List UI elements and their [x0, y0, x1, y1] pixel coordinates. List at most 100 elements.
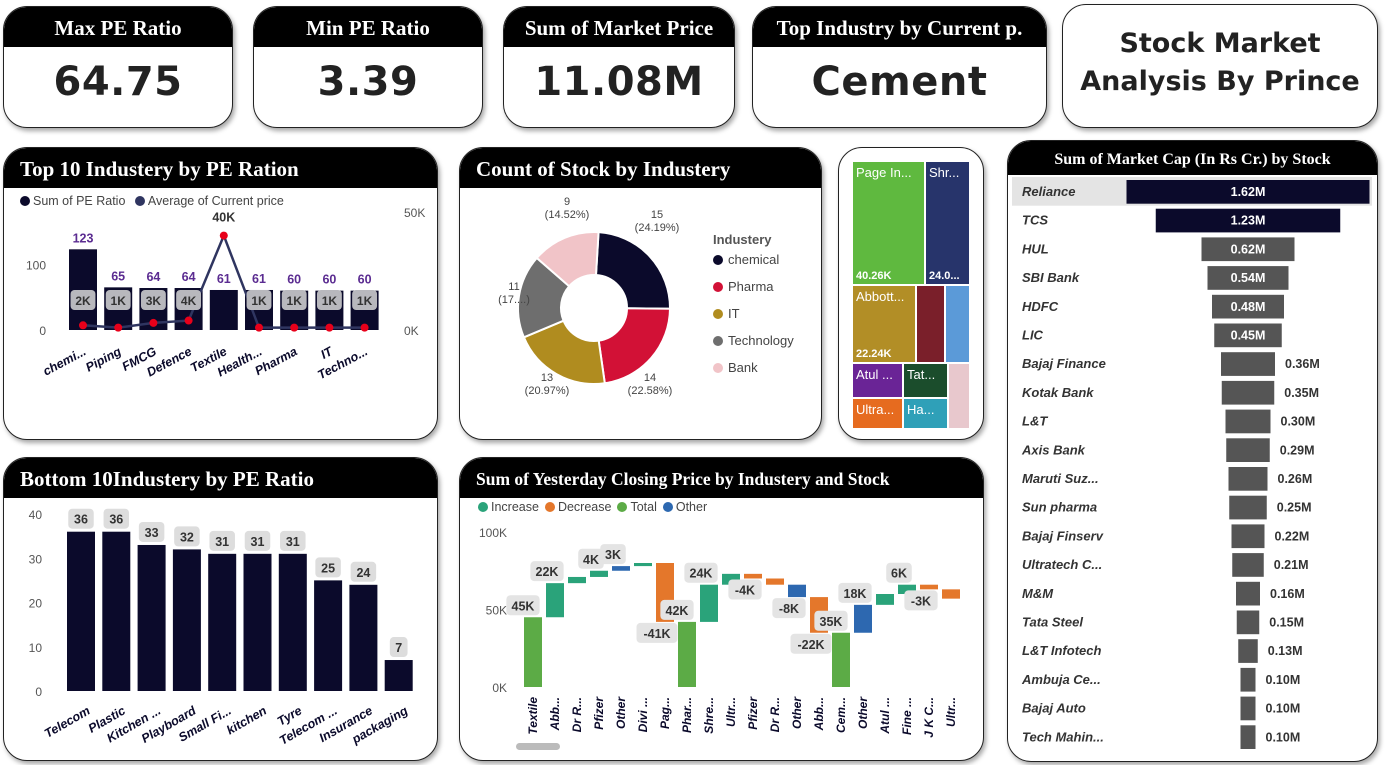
x-tick: Other	[856, 696, 870, 729]
donut-slice	[594, 231, 671, 310]
legend-label: Technology	[728, 333, 794, 348]
legend-dot	[617, 502, 628, 512]
price-label-bg	[105, 290, 131, 310]
treemap-tile[interactable]: Atul ...	[852, 363, 903, 398]
legend-label: Bank	[728, 360, 758, 375]
tile-label: Ultra...	[856, 402, 895, 417]
mcap-bar	[1228, 467, 1268, 491]
bar-label-bg	[790, 633, 832, 654]
mcap-bar	[1229, 495, 1267, 520]
x-tick: Other	[790, 696, 804, 729]
kpi-card-min-pe: Min PE Ratio 3.39	[253, 6, 483, 128]
bar-label: 31	[215, 535, 229, 549]
top10-industry-visual[interactable]: Top 10 Industery by PE Ration Sum of PE …	[3, 147, 438, 440]
tile-label: Shr...	[929, 165, 960, 180]
legend-item[interactable]: Bank	[713, 360, 794, 375]
pe-label: 123	[73, 231, 94, 245]
bar-label: 31	[251, 535, 265, 549]
price-label: 1K	[111, 294, 127, 308]
waterfall-bar	[744, 573, 762, 579]
bar-label-bg	[772, 598, 806, 619]
count-by-industry-visual[interactable]: Count of Stock by Industery 15 (24.19%) 14…	[459, 147, 822, 440]
waterfall-visual[interactable]: Sum of Yesterday Closing Price by Indust…	[459, 457, 984, 761]
treemap-tile[interactable]: Shr... 24.0...	[925, 161, 970, 285]
treemap-tile[interactable]: Ha...	[903, 398, 948, 429]
bar-label-bg	[636, 622, 678, 643]
x-tick: Dr R...	[570, 697, 584, 732]
bar-label: -41K	[643, 627, 670, 641]
x-tick: Abb...	[812, 697, 826, 731]
waterfall-bar	[876, 594, 894, 605]
legend-item: Decrease	[557, 500, 612, 514]
mcap-bar	[1201, 237, 1295, 262]
waterfall-bar	[612, 566, 630, 571]
bar-label: 4K	[583, 553, 599, 567]
y-tick: 100	[26, 258, 46, 272]
horizontal-scrollbar[interactable]	[516, 743, 560, 750]
legend-dot	[713, 282, 723, 292]
treemap-tile[interactable]: Abbott... 22.24K	[852, 285, 916, 363]
value-label: 0.21M	[1274, 558, 1309, 572]
bar-label: -22K	[797, 638, 824, 652]
mcap-bar	[1236, 581, 1260, 606]
donut-legend: Industery chemical Pharma IT Technology Bank	[713, 232, 794, 387]
price-label: 1K	[357, 294, 373, 308]
stock-label: Bajaj Finserv	[1022, 528, 1104, 543]
x-tick: Piping	[83, 344, 124, 374]
pe-bar	[208, 553, 237, 691]
bar-label: 31	[286, 535, 300, 549]
market-cap-visual[interactable]: Sum of Market Cap (In Rs Cr.) by Stock R…	[1007, 140, 1378, 762]
pe-label: 65	[111, 269, 125, 283]
bottom10-industry-visual[interactable]: Bottom 10Industery by PE Ratio 0 10 20 30 40…	[3, 457, 438, 761]
legend-dot	[713, 309, 723, 319]
bar-label: 35K	[820, 615, 843, 629]
legend-item[interactable]: IT	[713, 306, 794, 321]
legend-title: Industery	[713, 232, 772, 247]
treemap-visual[interactable]: Page In... 40.26K Shr... 24.0... Abbott... 22…	[838, 147, 984, 440]
stock-label: SBI Bank	[1022, 270, 1080, 285]
market-cap-chart: Reliance 1.62M TCS 1.23M HUL 0.62M SBI Bank 0.5…	[1012, 177, 1372, 749]
y-tick: 0K	[492, 681, 507, 695]
treemap-tile[interactable]: Tat...	[903, 363, 948, 398]
bar-label: 32	[180, 530, 194, 544]
stock-label: Ambuja Ce...	[1021, 672, 1101, 687]
waterfall-bar	[722, 573, 740, 585]
price-point	[255, 323, 263, 332]
waterfall-bar	[524, 617, 542, 687]
treemap-tile[interactable]	[945, 285, 970, 363]
donut-chart: 15(24.19%) 14(22.58%) 13(20.97%) 11(17....)…	[498, 196, 679, 397]
price-label-bg	[140, 290, 166, 310]
pe-label: 60	[358, 273, 372, 287]
legend-item[interactable]: Technology	[713, 333, 794, 348]
stock-label: Reliance	[1022, 184, 1075, 199]
pe-bar	[384, 660, 413, 691]
slice-count: 11	[508, 281, 519, 293]
mcap-bar	[1232, 553, 1264, 577]
treemap-tile[interactable]	[948, 363, 970, 429]
y-tick: 40	[29, 508, 43, 522]
visual-title: Sum of Yesterday Closing Price by Indust…	[460, 458, 983, 498]
price-label: 2K	[75, 294, 91, 308]
bar-label: 24	[356, 566, 370, 580]
value-label: 1.62M	[1231, 185, 1266, 199]
treemap-tile[interactable]: Ultra...	[852, 398, 903, 429]
legend-dot	[713, 336, 723, 346]
banner-line-2: Analysis By Prince	[1080, 66, 1360, 97]
stock-label: Bajaj Auto	[1022, 701, 1086, 716]
legend-item[interactable]: chemical	[713, 252, 794, 267]
pe-bar	[67, 531, 95, 691]
value-label: 0.54M	[1231, 271, 1266, 285]
treemap-tile[interactable]: Page In... 40.26K	[852, 161, 925, 285]
slice-percent: (22.58%)	[628, 385, 673, 397]
tile-label: Ha...	[907, 402, 935, 417]
value-label: 0.10M	[1266, 673, 1301, 687]
price-label: 1K	[287, 294, 303, 308]
tile-label: Abbott...	[856, 289, 905, 304]
mcap-bar	[1126, 180, 1370, 204]
treemap-tile[interactable]	[916, 285, 945, 363]
chart-legend: Increase Decrease Total Other	[472, 500, 707, 514]
slice-percent: (14.52%)	[545, 209, 590, 221]
legend-item[interactable]: Pharma	[713, 279, 794, 294]
banner-line-1: Stock Market	[1119, 28, 1321, 59]
visual-title: Bottom 10Industery by PE Ratio	[4, 458, 437, 498]
